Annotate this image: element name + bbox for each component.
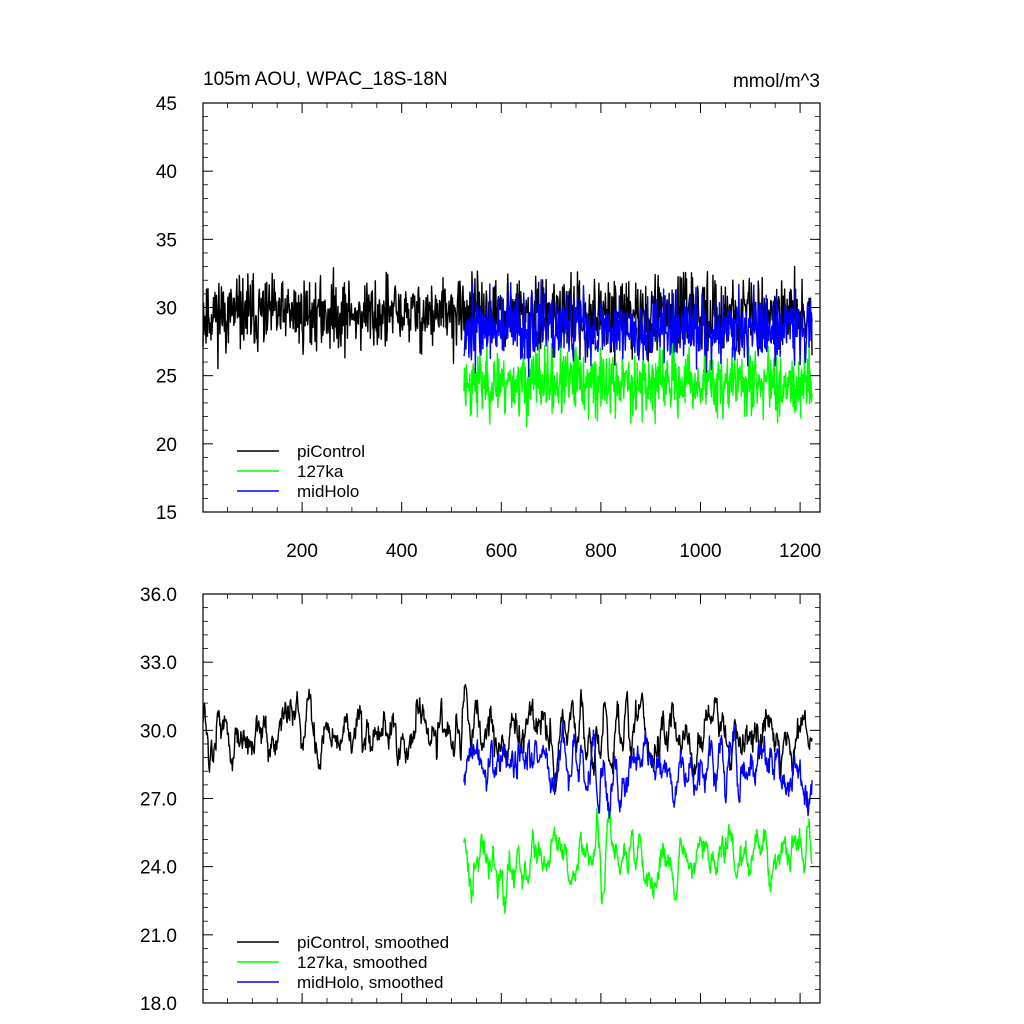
- bot-ytick-label: 24.0: [140, 858, 177, 879]
- top-ytick-label: 40: [156, 162, 177, 183]
- bot-legend-label: piControl, smoothed: [297, 933, 449, 952]
- bottom-panel: 18.0 21.0 24.0 27.0 30.0 33.0 36.0 piControl, …: [140, 585, 821, 1015]
- bottom-x-axis: [227, 594, 801, 1003]
- top-panel-units: mmol/m^3: [733, 71, 820, 92]
- bot-legend-label: midHolo, smoothed: [297, 973, 443, 992]
- top-xtick-label: 400: [386, 541, 418, 562]
- bot-legend-label: 127ka, smoothed: [297, 953, 427, 972]
- bot-ytick-label: 33.0: [140, 653, 177, 674]
- bottom-plot-frame: [202, 593, 821, 1004]
- top-series-group: [202, 265, 813, 428]
- top-panel-title: 105m AOU, WPAC_18S-18N: [203, 69, 448, 90]
- bot-ytick-label: 36.0: [140, 585, 177, 606]
- bot-ytick-label: 18.0: [140, 994, 177, 1015]
- top-legend-label: midHolo: [297, 482, 359, 501]
- top-series-line-1: [463, 336, 813, 428]
- bottom-y-axis: 18.0 21.0 24.0 27.0 30.0 33.0 36.0: [140, 585, 820, 1015]
- top-ytick-label: 35: [156, 230, 177, 251]
- top-legend-label: piControl: [297, 442, 365, 461]
- top-xtick-label: 800: [585, 541, 617, 562]
- top-panel: 105m AOU, WPAC_18S-18N mmol/m^3 15 20 25 30…: [156, 69, 821, 562]
- top-ytick-label: 25: [156, 367, 177, 388]
- top-x-axis: 200 400 600 800 1000 1200: [227, 103, 821, 562]
- bot-ytick-label: 30.0: [140, 721, 177, 742]
- bottom-series-group: [202, 683, 813, 914]
- bot-series-line-1: [463, 807, 813, 914]
- top-xtick-label: 1200: [779, 541, 821, 562]
- top-ytick-label: 20: [156, 435, 177, 456]
- top-series-line-2: [463, 279, 813, 378]
- top-ytick-label: 45: [156, 94, 177, 115]
- top-ytick-label: 30: [156, 299, 177, 320]
- bot-ytick-label: 27.0: [140, 790, 177, 811]
- top-series-line-0: [202, 265, 813, 370]
- bot-ytick-label: 21.0: [140, 926, 177, 947]
- top-xtick-label: 600: [485, 541, 517, 562]
- bot-series-line-2: [463, 721, 813, 819]
- top-xtick-label: 1000: [679, 541, 721, 562]
- top-xtick-label: 200: [286, 541, 318, 562]
- top-legend-label: 127ka: [297, 462, 344, 481]
- top-y-axis: 15 20 25 30 35 40 45: [156, 94, 820, 524]
- top-ytick-label: 15: [156, 503, 177, 524]
